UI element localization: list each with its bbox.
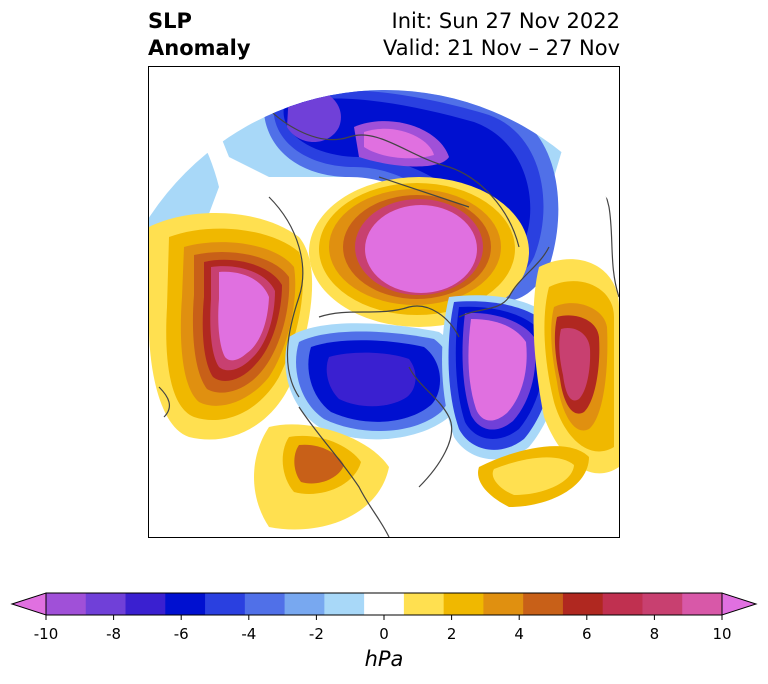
colorbar-tick-label: -10 (33, 625, 59, 643)
colorbar-tick-label: -2 (308, 625, 324, 643)
colorbar-unit-label: hPa (364, 647, 404, 671)
colorbar-swatch (284, 593, 325, 615)
colorbar-swatch (165, 593, 206, 615)
colorbar-tick-label: -6 (173, 625, 189, 643)
colorbar-extend-min (10, 592, 47, 616)
colorbar-tick-label: 10 (712, 625, 732, 643)
colorbar-swatches (10, 592, 758, 616)
colorbar-swatch (602, 593, 643, 615)
high-us-southwest (254, 424, 389, 530)
init-valid-header: Init: Sun 27 Nov 2022 Valid: 21 Nov – 27… (383, 8, 620, 62)
low-atlantic (442, 295, 563, 460)
colorbar-swatch (403, 593, 445, 615)
colorbar-tick-label: 6 (582, 625, 592, 643)
high-arctic (309, 177, 529, 327)
colorbar-swatch (125, 593, 166, 615)
valid-range: Valid: 21 Nov – 27 Nov (383, 36, 620, 60)
colorbar-swatch (642, 593, 683, 615)
colorbar-swatch (483, 593, 524, 615)
colorbar-tick-label: -4 (241, 625, 257, 643)
colorbar-tick-label: -8 (106, 625, 122, 643)
colorbar-swatch (244, 593, 286, 615)
colorbar-ticks (45, 615, 723, 620)
high-europe (533, 259, 619, 474)
colorbar-swatch (364, 593, 405, 615)
low-canada (285, 323, 463, 440)
colorbar-swatch (85, 593, 127, 615)
high-pacific (149, 213, 313, 440)
colorbar (10, 592, 758, 620)
title-line-2: Anomaly (148, 36, 251, 60)
anomaly-map (149, 90, 619, 537)
title-line-1: SLP (148, 9, 192, 33)
map-panel (148, 66, 620, 538)
colorbar-swatch (523, 593, 564, 615)
map-title: SLP Anomaly (148, 8, 251, 62)
init-date: Init: Sun 27 Nov 2022 (391, 9, 620, 33)
colorbar-tick-label: 8 (649, 625, 660, 643)
colorbar-swatch (682, 593, 723, 615)
colorbar-swatch (205, 593, 246, 615)
colorbar-swatch (562, 593, 604, 615)
colorbar-tick-label: 2 (446, 625, 457, 643)
colorbar-tick-label: 4 (514, 625, 524, 643)
colorbar-tick-label: 0 (379, 625, 389, 643)
colorbar-swatch (324, 593, 365, 615)
colorbar-swatch (443, 593, 484, 615)
colorbar-extend-max (721, 592, 758, 616)
colorbar-swatch (46, 593, 87, 615)
